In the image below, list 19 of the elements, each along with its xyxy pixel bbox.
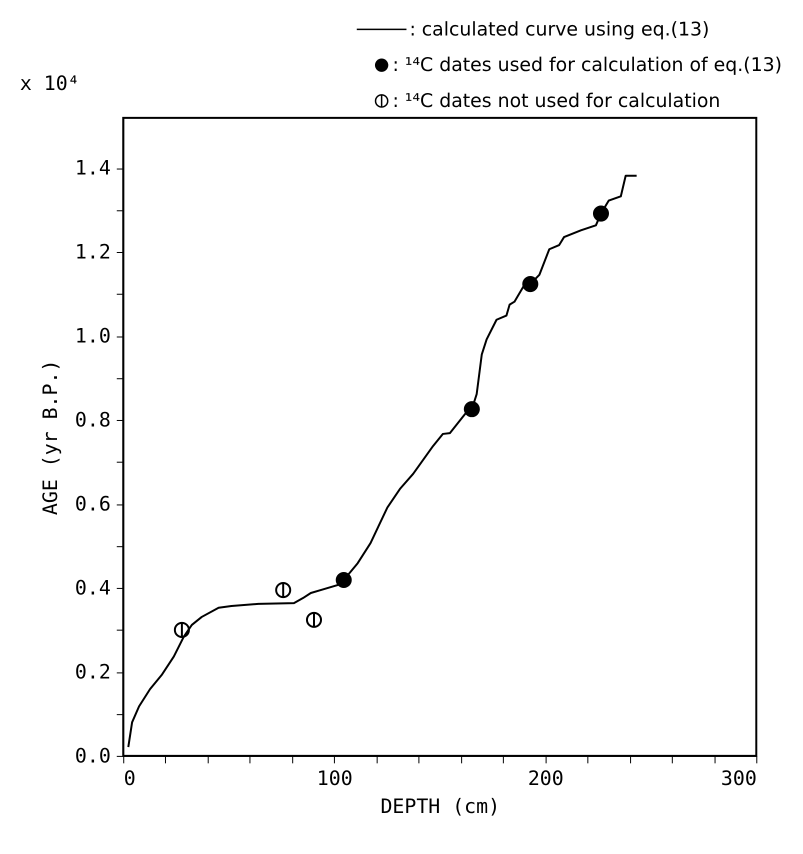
y-axis-title: AGE (yr B.P.) xyxy=(39,360,62,516)
y-tick-label: 0.6 xyxy=(74,492,111,516)
y-tick-label: 0.8 xyxy=(74,408,111,432)
x-axis-title: DEPTH (cm) xyxy=(380,795,500,818)
line-series xyxy=(127,174,638,748)
x-tick-label: 0 xyxy=(124,767,136,790)
legend-label: : ¹⁴C dates used for calculation of eq.(13) xyxy=(392,54,782,76)
x-tick-label: 200 xyxy=(528,767,564,790)
y-tick-label: 1.4 xyxy=(74,156,111,180)
x-tick-label: 100 xyxy=(316,767,353,790)
text: x 10⁴ xyxy=(20,72,80,96)
legend-label: : calculated curve using eq.(13) xyxy=(409,18,710,40)
y-tick-label: 1.2 xyxy=(74,240,111,264)
y-tick-label: 1.0 xyxy=(74,324,111,348)
legend-label: : ¹⁴C dates not used for calculation xyxy=(392,90,720,112)
y-tick-label: 0.4 xyxy=(74,576,111,600)
y-tick-label: 0.2 xyxy=(74,660,111,684)
y-tick-label: 0.0 xyxy=(74,744,111,768)
x-tick-label: 300 xyxy=(720,767,757,790)
